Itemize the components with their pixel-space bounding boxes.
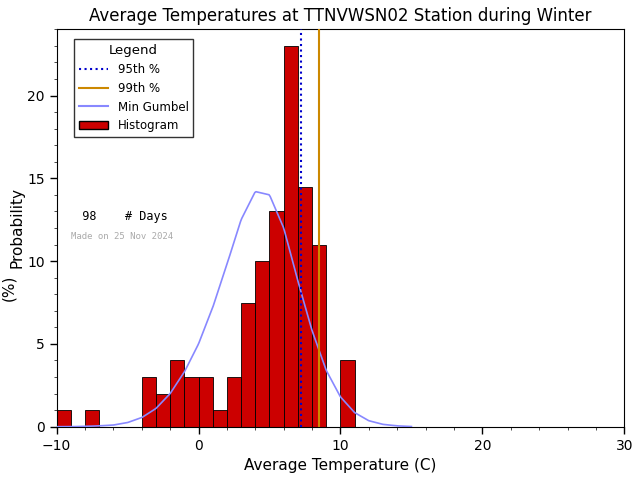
Bar xyxy=(184,377,198,427)
Bar xyxy=(212,410,227,427)
Bar xyxy=(312,244,326,427)
Text: 98    # Days: 98 # Days xyxy=(68,210,168,223)
Bar xyxy=(141,377,156,427)
Bar xyxy=(227,377,241,427)
Title: Average Temperatures at TTNVWSN02 Station during Winter: Average Temperatures at TTNVWSN02 Statio… xyxy=(89,7,592,25)
Bar xyxy=(85,410,99,427)
Bar xyxy=(56,410,71,427)
Bar xyxy=(284,46,298,427)
Legend: 95th %, 99th %, Min Gumbel, Histogram: 95th %, 99th %, Min Gumbel, Histogram xyxy=(74,39,193,137)
Bar xyxy=(298,187,312,427)
Bar xyxy=(156,394,170,427)
Bar xyxy=(269,211,284,427)
Bar xyxy=(340,360,355,427)
Bar xyxy=(198,377,212,427)
Text: (%): (%) xyxy=(1,275,16,301)
Bar xyxy=(241,302,255,427)
Bar xyxy=(170,360,184,427)
X-axis label: Average Temperature (C): Average Temperature (C) xyxy=(244,458,436,473)
Bar xyxy=(255,261,269,427)
Y-axis label: Probability: Probability xyxy=(10,188,24,268)
Text: Made on 25 Nov 2024: Made on 25 Nov 2024 xyxy=(71,232,173,241)
